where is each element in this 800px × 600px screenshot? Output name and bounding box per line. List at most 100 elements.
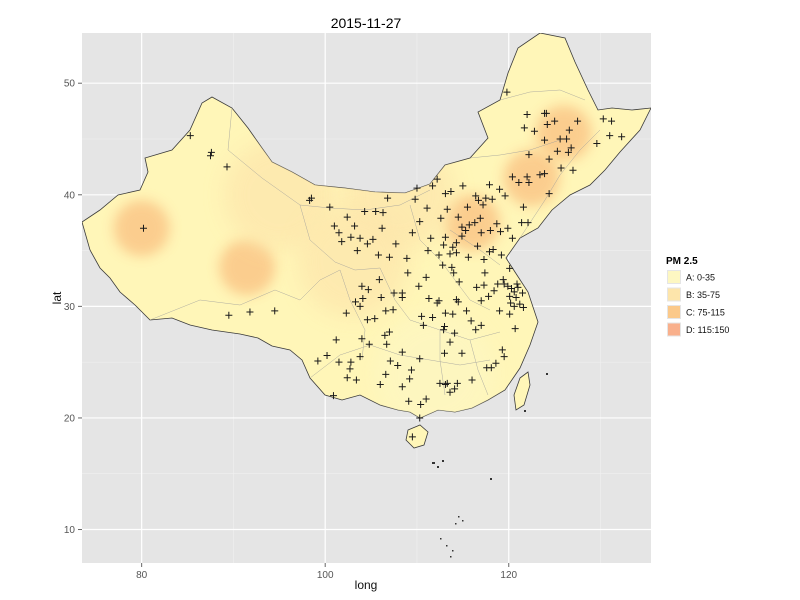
station-marker xyxy=(423,204,431,212)
station-marker xyxy=(424,247,432,255)
station-marker xyxy=(471,219,479,227)
station-marker xyxy=(365,340,373,348)
station-marker xyxy=(496,228,504,236)
station-marker xyxy=(411,195,419,203)
station-marker xyxy=(489,245,497,253)
station-marker xyxy=(323,351,331,359)
station-marker xyxy=(383,340,391,348)
station-marker xyxy=(452,239,460,247)
legend-title: PM 2.5 xyxy=(666,256,698,267)
station-marker xyxy=(518,219,526,227)
station-marker xyxy=(467,317,475,325)
station-marker xyxy=(500,280,508,288)
station-marker xyxy=(382,307,390,315)
station-marker xyxy=(569,166,577,174)
station-marker xyxy=(606,132,614,140)
station-marker xyxy=(520,124,528,132)
legend-label: C: 75-115 xyxy=(686,308,725,318)
station-marker xyxy=(441,380,449,388)
station-marker xyxy=(343,374,351,382)
station-marker xyxy=(441,309,449,317)
station-marker xyxy=(519,203,527,211)
station-marker xyxy=(492,359,500,367)
station-marker xyxy=(443,205,451,213)
station-marker xyxy=(359,295,367,303)
station-marker xyxy=(545,190,553,198)
station-marker xyxy=(508,285,516,293)
station-marker xyxy=(477,229,485,237)
station-marker xyxy=(405,397,413,405)
station-marker xyxy=(408,229,416,237)
station-marker xyxy=(455,278,463,286)
station-marker xyxy=(479,201,487,209)
station-marker xyxy=(385,328,393,336)
legend-swatch xyxy=(668,271,680,283)
legend-swatch xyxy=(668,306,680,318)
station-marker xyxy=(541,170,549,178)
station-marker xyxy=(440,326,448,334)
station-marker xyxy=(385,253,393,261)
station-marker xyxy=(519,303,527,311)
station-marker xyxy=(608,117,616,125)
station-marker xyxy=(506,292,514,300)
station-marker xyxy=(480,256,488,264)
station-marker xyxy=(398,289,406,297)
station-marker xyxy=(416,414,424,422)
station-marker xyxy=(449,243,457,251)
station-marker xyxy=(352,376,360,384)
station-marker xyxy=(530,127,538,135)
station-marker xyxy=(419,321,427,329)
station-marker xyxy=(545,155,553,163)
station-marker xyxy=(472,192,480,200)
station-marker xyxy=(377,293,385,301)
station-marker xyxy=(451,385,459,393)
station-marker xyxy=(563,135,571,143)
station-marker xyxy=(459,182,467,190)
station-marker xyxy=(439,261,447,269)
station-marker xyxy=(523,173,531,181)
station-marker xyxy=(536,171,544,179)
taiwan-island xyxy=(513,371,531,411)
pm25-zone xyxy=(219,239,276,296)
station-marker xyxy=(351,298,359,306)
station-marker xyxy=(557,164,565,172)
station-marker xyxy=(452,249,460,257)
station-marker xyxy=(516,300,524,308)
station-marker xyxy=(335,358,343,366)
plot-title: 2015-11-27 xyxy=(331,15,402,31)
station-marker xyxy=(394,362,402,370)
station-marker xyxy=(512,293,520,301)
station-marker xyxy=(416,355,424,363)
station-marker xyxy=(474,196,482,204)
station-marker xyxy=(504,282,512,290)
station-marker xyxy=(493,220,501,228)
station-marker xyxy=(447,187,455,195)
station-marker xyxy=(525,151,533,159)
station-marker xyxy=(413,184,421,192)
station-marker xyxy=(477,321,485,329)
station-marker xyxy=(441,190,449,198)
legend: PM 2.5 A: 0-35 B: 35-75 C: 75-115 D: 115:15… xyxy=(666,256,729,337)
legend-swatch xyxy=(668,323,680,336)
station-marker xyxy=(389,306,397,314)
station-marker xyxy=(437,214,445,222)
station-marker xyxy=(374,251,382,259)
station-marker xyxy=(356,302,364,310)
station-marker xyxy=(465,221,473,229)
station-marker xyxy=(514,283,522,291)
x-tick-label: 100 xyxy=(317,570,334,581)
station-marker xyxy=(499,276,507,284)
station-marker xyxy=(496,307,504,315)
station-marker xyxy=(618,133,626,141)
station-marker xyxy=(358,282,366,290)
station-marker xyxy=(429,182,437,190)
pm25-zone xyxy=(297,206,408,317)
station-marker xyxy=(556,135,564,143)
station-marker xyxy=(501,192,509,200)
station-marker xyxy=(353,247,361,255)
station-marker xyxy=(485,292,493,300)
station-marker xyxy=(448,263,456,271)
station-marker xyxy=(481,269,489,277)
station-marker xyxy=(361,208,369,216)
